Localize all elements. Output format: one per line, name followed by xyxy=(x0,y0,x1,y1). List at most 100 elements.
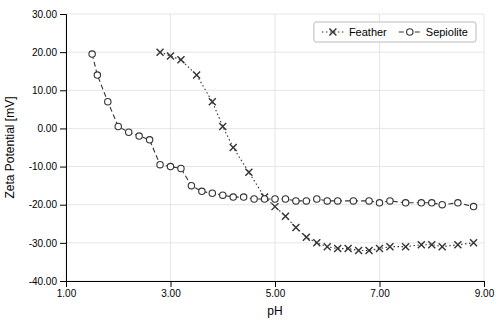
grid-line-y xyxy=(66,90,484,91)
series-marker xyxy=(105,99,111,105)
series-marker xyxy=(376,200,382,206)
grid-line-y xyxy=(66,14,484,15)
y-tick-label: 0.00 xyxy=(38,123,58,134)
x-tick: 7.00 xyxy=(370,281,390,299)
series-marker xyxy=(240,194,246,200)
x-tick-mark xyxy=(275,281,276,287)
y-axis-line xyxy=(60,15,67,282)
series-marker xyxy=(418,241,425,248)
y-tick-mark xyxy=(60,52,66,53)
series-marker xyxy=(157,161,163,167)
series-marker xyxy=(293,198,299,204)
series-marker xyxy=(350,198,356,204)
plot-area: 1.003.005.007.009.00-40.00-30.00-20.00-1… xyxy=(29,9,495,299)
series-marker xyxy=(167,52,174,59)
x-tick-label: 9.00 xyxy=(475,288,495,299)
series-line xyxy=(92,54,473,207)
y-tick-label: -20.00 xyxy=(29,199,58,210)
x-tick-label: 3.00 xyxy=(161,288,181,299)
series-marker xyxy=(324,243,331,250)
series-marker xyxy=(376,245,383,252)
x-tick-label: 1.00 xyxy=(57,288,77,299)
grid-line-x xyxy=(379,14,380,281)
series-marker xyxy=(245,169,252,176)
series-marker xyxy=(282,196,288,202)
series-marker xyxy=(386,243,393,250)
grid-line-x xyxy=(170,14,171,281)
series-marker xyxy=(177,56,184,63)
series-marker xyxy=(157,49,164,56)
series-marker xyxy=(418,200,424,206)
series-marker xyxy=(136,133,142,139)
series xyxy=(89,51,477,210)
grid xyxy=(66,14,484,281)
series-line xyxy=(160,52,474,250)
y-tick: -30.00 xyxy=(29,238,66,249)
series-marker xyxy=(146,137,152,143)
series xyxy=(157,49,478,254)
series-marker xyxy=(470,239,477,246)
x-axis: 1.00 3.00 5.00 7.00 9.00 xyxy=(57,281,495,299)
series-marker xyxy=(230,194,236,200)
series-marker xyxy=(334,245,341,252)
x-tick-mark xyxy=(171,281,172,287)
series-marker xyxy=(209,190,215,196)
series-marker xyxy=(439,202,445,208)
series-marker xyxy=(355,247,362,254)
y-tick-label: -10.00 xyxy=(29,161,58,172)
series-marker xyxy=(314,196,320,202)
y-tick-label: 30.00 xyxy=(32,9,57,20)
legend-item: Feather xyxy=(322,26,387,38)
x-tick: 1.00 xyxy=(57,281,77,299)
series-marker xyxy=(324,198,330,204)
series-marker xyxy=(428,241,435,248)
x-axis-title: pH xyxy=(267,304,282,318)
y-tick-label: -30.00 xyxy=(29,238,58,249)
series-marker xyxy=(303,234,310,241)
series-marker xyxy=(193,72,200,79)
x-tick: 3.00 xyxy=(161,281,181,299)
series-marker xyxy=(94,72,100,78)
series-marker xyxy=(209,98,216,105)
series-marker xyxy=(313,239,320,246)
grid-line-x xyxy=(484,14,485,281)
x-tick-mark xyxy=(380,281,381,287)
series-marker xyxy=(366,198,372,204)
x-tick: 9.00 xyxy=(475,281,495,299)
y-tick: 0.00 xyxy=(38,123,66,134)
series-marker xyxy=(251,196,257,202)
y-tick: 20.00 xyxy=(32,47,66,58)
series-marker xyxy=(261,196,267,202)
x-tick-mark xyxy=(484,281,485,287)
y-tick-mark xyxy=(60,205,66,206)
x-tick-label: 7.00 xyxy=(370,288,390,299)
series-marker xyxy=(126,129,132,135)
y-tick-mark xyxy=(60,14,66,15)
y-tick: 30.00 xyxy=(32,9,66,20)
series-marker xyxy=(178,165,184,171)
grid-line-y xyxy=(66,242,484,243)
legend: FeatherSepiolite xyxy=(314,22,476,42)
x-tick-label: 5.00 xyxy=(266,288,286,299)
series-marker xyxy=(272,203,279,210)
series-marker xyxy=(366,247,373,254)
y-tick-mark xyxy=(60,90,66,91)
series-marker xyxy=(230,144,237,151)
x-tick: 5.00 xyxy=(266,281,286,299)
series-marker xyxy=(303,198,309,204)
series-marker xyxy=(387,198,393,204)
series-marker xyxy=(402,200,408,206)
y-axis-title: Zeta Potential [mV] xyxy=(3,96,17,198)
series-marker xyxy=(470,203,476,209)
series-marker xyxy=(402,243,409,250)
y-tick-label: 10.00 xyxy=(32,85,57,96)
series-marker xyxy=(219,123,226,130)
series-marker xyxy=(167,163,173,169)
series-group xyxy=(89,49,477,254)
series-marker xyxy=(220,192,226,198)
series-marker xyxy=(439,243,446,250)
y-tick: -20.00 xyxy=(29,199,66,210)
grid-line-y xyxy=(66,52,484,53)
series-marker xyxy=(199,188,205,194)
legend-swatch-marker xyxy=(329,29,336,36)
